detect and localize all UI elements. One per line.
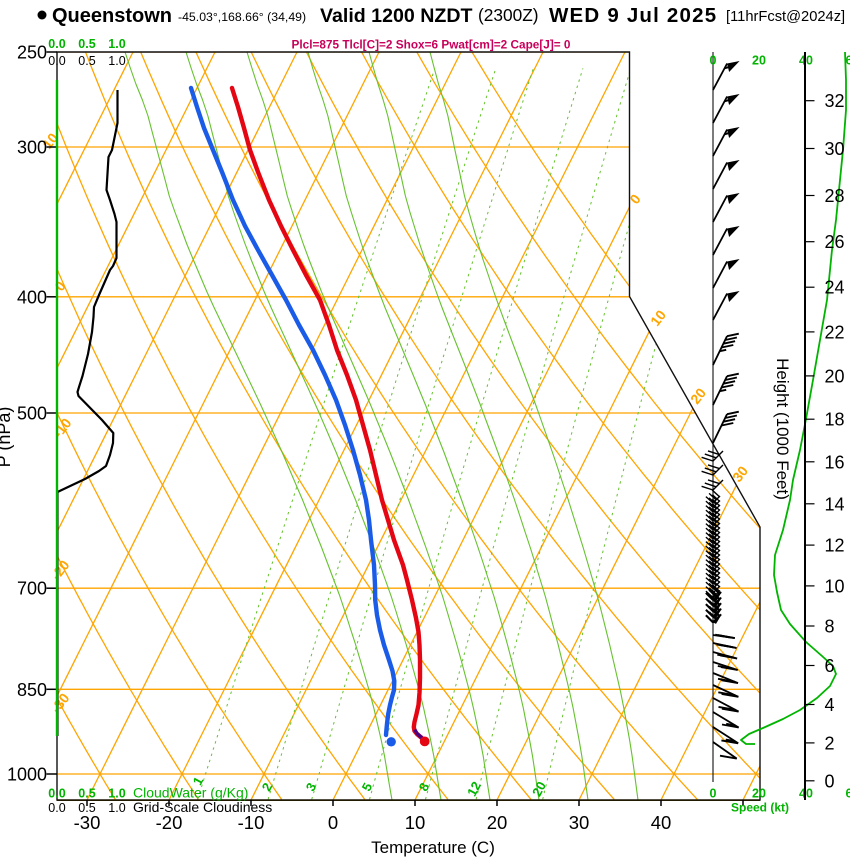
svg-text:20: 20 [752,787,766,801]
svg-text:-10: -10 [238,812,265,833]
svg-text:18: 18 [825,410,845,430]
svg-text:300: 300 [17,138,47,158]
svg-text:Speed (kt): Speed (kt) [731,801,789,815]
svg-text:0.0: 0.0 [48,54,65,68]
svg-text:0.5: 0.5 [78,801,95,815]
svg-text:6: 6 [825,656,835,676]
svg-text:10: 10 [405,812,426,833]
svg-text:0.5: 0.5 [78,37,95,51]
svg-text:700: 700 [17,579,47,599]
svg-text:Valid 1200 NZDT: Valid 1200 NZDT [320,5,472,27]
svg-text:28: 28 [825,186,845,206]
svg-text:-30: -30 [74,812,101,833]
svg-text:Queenstown: Queenstown [52,5,172,27]
svg-text:20: 20 [487,812,508,833]
svg-text:20: 20 [529,779,549,799]
svg-text:850: 850 [17,680,47,700]
svg-text:1.0: 1.0 [108,37,125,51]
svg-text:0.5: 0.5 [78,54,95,68]
svg-text:10: 10 [825,576,845,596]
svg-text:30: 30 [569,812,590,833]
svg-text:26: 26 [825,232,845,252]
svg-text:40: 40 [799,787,813,801]
svg-text:22: 22 [825,322,845,342]
svg-text:0: 0 [825,771,835,791]
svg-text:4: 4 [825,695,835,715]
svg-text:2: 2 [825,733,835,753]
svg-text:400: 400 [17,287,47,307]
svg-text:24: 24 [825,278,845,298]
svg-text:1.0: 1.0 [108,787,125,801]
svg-text:8: 8 [825,617,835,637]
svg-text:Temperature (C): Temperature (C) [371,838,495,857]
svg-text:20: 20 [752,54,766,68]
svg-text:20: 20 [825,366,845,386]
svg-text:0: 0 [328,812,338,833]
svg-text:0.0: 0.0 [48,787,65,801]
svg-text:0.0: 0.0 [48,801,65,815]
svg-text:0: 0 [710,787,717,801]
svg-text:12: 12 [464,779,484,799]
svg-text:(2300Z): (2300Z) [478,5,539,25]
svg-text:Height (1000 Feet): Height (1000 Feet) [773,358,792,500]
svg-text:32: 32 [825,91,845,111]
svg-text:-45.03°,168.66° (34,49): -45.03°,168.66° (34,49) [178,10,306,24]
svg-text:-20: -20 [156,812,183,833]
svg-text:Plcl=875 Tlcl[C]=2 Shox=6 Pwat: Plcl=875 Tlcl[C]=2 Shox=6 Pwat[cm]=2 Cap… [292,38,571,52]
svg-text:CloudWater (g/Kg): CloudWater (g/Kg) [133,785,248,801]
svg-text:16: 16 [825,452,845,472]
svg-text:0.5: 0.5 [78,787,95,801]
svg-text:0: 0 [710,54,717,68]
svg-text:[11hrFcst@2024z]: [11hrFcst@2024z] [726,9,845,25]
svg-text:P (hPa): P (hPa) [0,407,14,468]
svg-text:1.0: 1.0 [108,54,125,68]
svg-text:500: 500 [17,404,47,424]
svg-text:1.0: 1.0 [108,801,125,815]
svg-text:Grid-Scale Cloudiness: Grid-Scale Cloudiness [133,799,272,815]
svg-text:40: 40 [799,54,813,68]
svg-text:14: 14 [825,494,845,514]
svg-text:250: 250 [17,43,47,63]
svg-text:WED 9 Jul 2025: WED 9 Jul 2025 [549,4,717,27]
svg-text:1000: 1000 [7,765,47,785]
svg-text:6: 6 [846,54,850,68]
svg-text:30: 30 [825,139,845,159]
svg-text:6: 6 [846,787,850,801]
svg-text:0.0: 0.0 [48,37,65,51]
svg-text:40: 40 [651,812,672,833]
svg-text:12: 12 [825,536,845,556]
